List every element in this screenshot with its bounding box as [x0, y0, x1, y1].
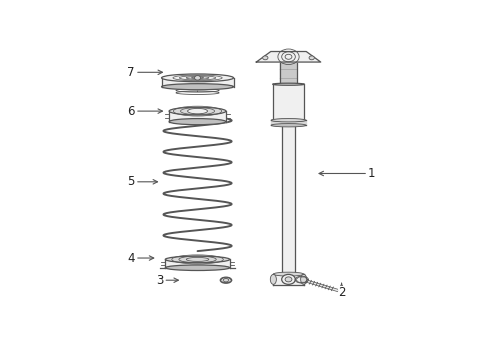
Text: 7: 7 [127, 66, 162, 79]
Text: 6: 6 [127, 105, 162, 118]
Ellipse shape [169, 107, 225, 115]
Ellipse shape [272, 83, 304, 85]
Circle shape [194, 76, 200, 80]
Ellipse shape [165, 256, 229, 263]
Ellipse shape [161, 84, 233, 90]
Text: 3: 3 [156, 274, 178, 287]
Circle shape [262, 56, 267, 60]
Text: 4: 4 [127, 252, 153, 265]
Text: 1: 1 [318, 167, 375, 180]
Circle shape [285, 277, 291, 282]
Polygon shape [272, 84, 304, 120]
Ellipse shape [187, 108, 207, 114]
Ellipse shape [270, 118, 305, 122]
Ellipse shape [300, 274, 306, 284]
Ellipse shape [223, 279, 228, 282]
Ellipse shape [169, 118, 225, 125]
Ellipse shape [220, 277, 231, 283]
Ellipse shape [272, 119, 304, 121]
Ellipse shape [270, 123, 305, 127]
Circle shape [281, 274, 295, 284]
Text: 5: 5 [127, 175, 157, 188]
Ellipse shape [270, 274, 276, 284]
Ellipse shape [161, 74, 233, 82]
Polygon shape [256, 51, 320, 62]
Ellipse shape [165, 265, 229, 270]
Text: 2: 2 [337, 283, 345, 299]
Polygon shape [295, 277, 307, 282]
Ellipse shape [273, 272, 303, 276]
Circle shape [308, 56, 314, 60]
